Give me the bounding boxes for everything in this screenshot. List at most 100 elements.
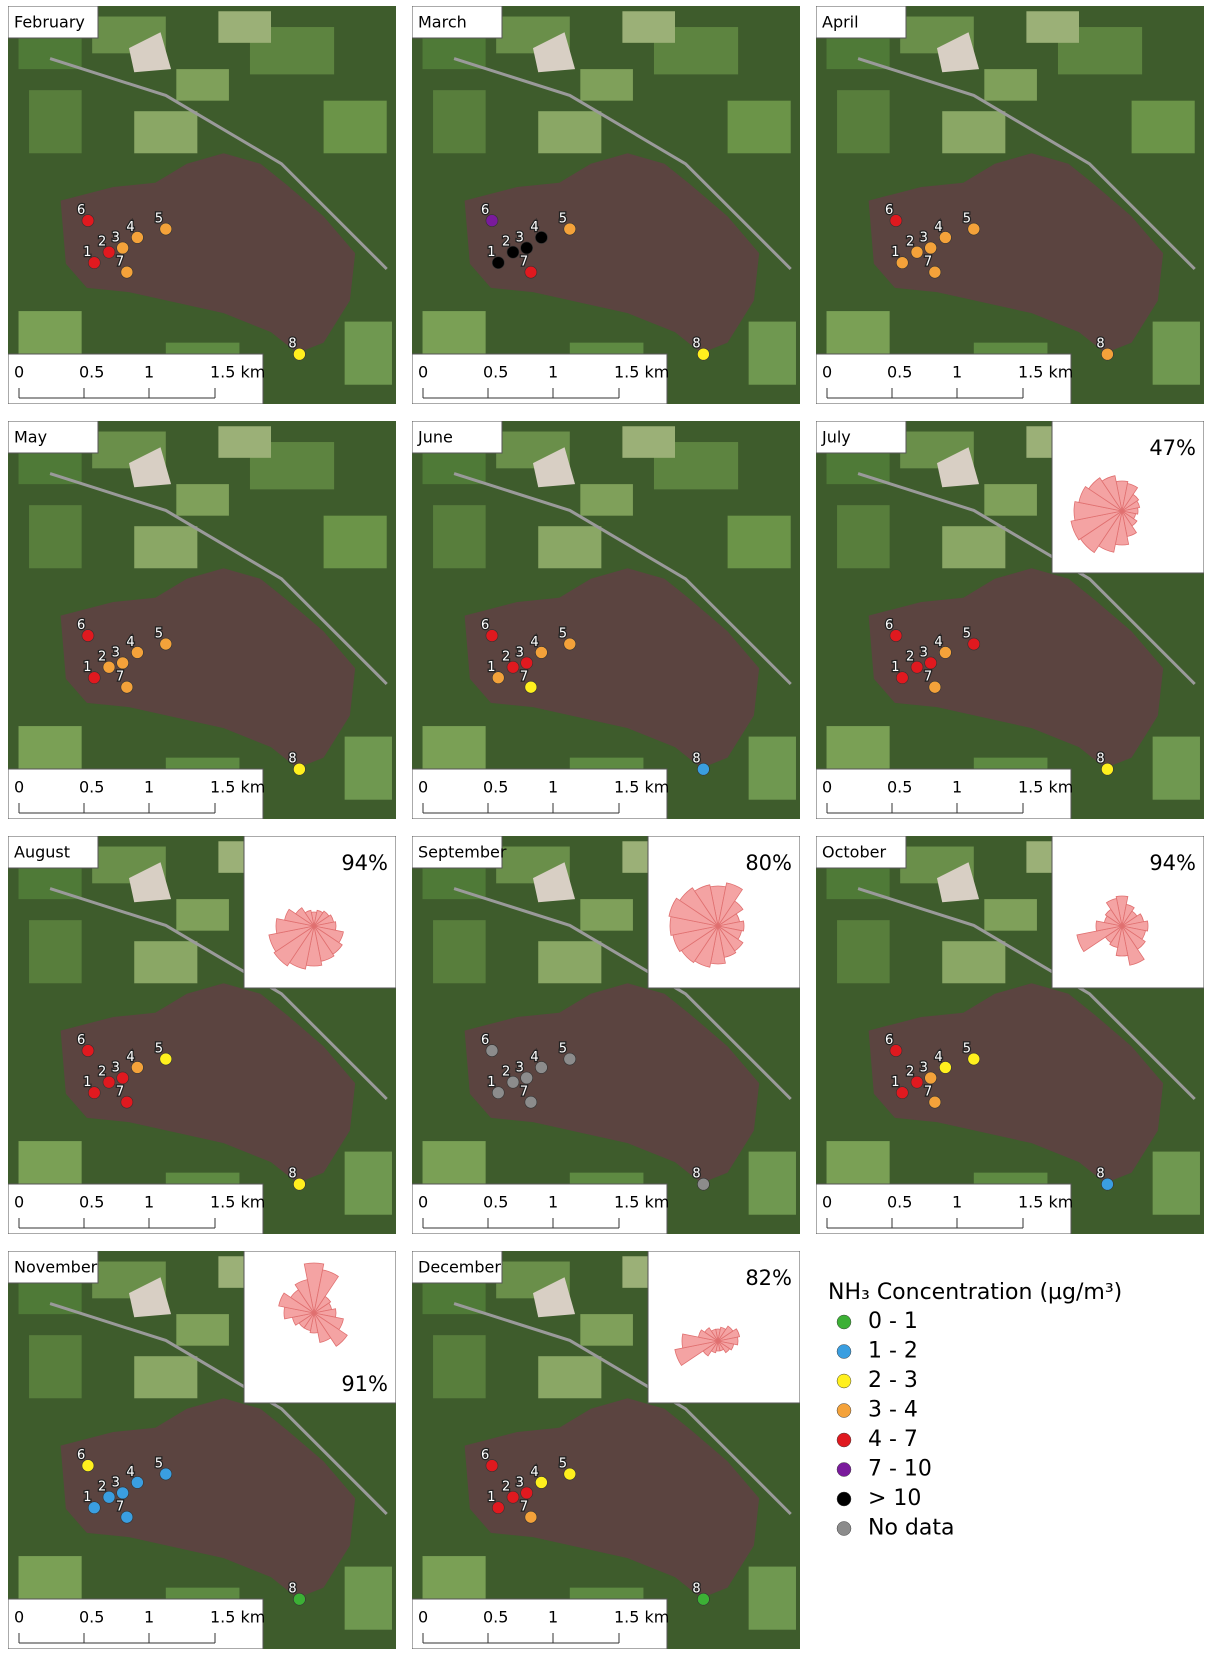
site-label: 3: [516, 645, 524, 660]
site-marker: [910, 245, 924, 259]
wind-rose-petal: [679, 887, 719, 927]
site-marker: [563, 1467, 577, 1481]
scale-box: [8, 1183, 264, 1234]
site-label: 4: [126, 1465, 134, 1480]
site-label: 4: [934, 220, 942, 235]
site-label: 5: [155, 1042, 163, 1057]
site-marker: [895, 256, 909, 269]
scale-label: 1: [548, 363, 558, 382]
site-marker: [87, 1501, 101, 1514]
scale-label: 1: [144, 1608, 154, 1627]
site-marker: [924, 1071, 937, 1085]
site-label: 5: [559, 212, 567, 227]
month-label: October: [822, 843, 886, 862]
field: [942, 111, 1006, 154]
field: [984, 484, 1037, 516]
scale-label: 0: [822, 1193, 832, 1212]
wind-rose-petal: [717, 900, 744, 927]
scale-box: [412, 1598, 668, 1649]
site-marker: [116, 241, 129, 255]
site-marker: [524, 1510, 538, 1524]
wind-rose-petal: [1073, 501, 1123, 521]
site-marker: [535, 646, 548, 659]
field: [622, 426, 675, 458]
scale-label: 1.5 km: [614, 778, 669, 797]
field: [748, 1566, 796, 1630]
scale-label: 1.5 km: [210, 778, 265, 797]
field: [580, 484, 633, 516]
road: [49, 472, 388, 686]
site-label: 6: [77, 618, 85, 633]
field: [433, 90, 486, 154]
site-marker: [102, 660, 116, 674]
site-marker: [895, 671, 909, 684]
wind-rose-petal: [268, 925, 315, 953]
month-box: [412, 6, 503, 39]
scale-label: 1.5 km: [1018, 363, 1073, 382]
wind-rose-petal: [1078, 486, 1123, 512]
site-marker: [491, 671, 505, 684]
wind-rose-petal: [1088, 477, 1123, 512]
site-marker: [159, 637, 173, 651]
site-label: 5: [559, 627, 567, 642]
site-marker: [485, 1044, 499, 1057]
site-marker: [697, 1592, 710, 1606]
field: [748, 1151, 796, 1215]
road: [857, 887, 1196, 1101]
site-marker: [520, 656, 533, 670]
field: [344, 736, 392, 800]
site-label: 1: [83, 660, 91, 675]
legend-swatch: [836, 1462, 852, 1477]
month-label: November: [14, 1258, 98, 1277]
scale-label: 1: [144, 778, 154, 797]
wind-rose-petal: [717, 1336, 739, 1346]
field: [176, 484, 229, 516]
wind-percent: 82%: [745, 1266, 792, 1290]
legend-swatch: [836, 1432, 852, 1448]
wind-rose-petal: [1121, 500, 1141, 512]
scale-label: 1.5 km: [614, 363, 669, 382]
wind-rose-petal: [1121, 507, 1139, 515]
scale-label: 1.5 km: [614, 1608, 669, 1627]
scale-label: 0.5: [79, 1193, 104, 1212]
site-marker: [120, 1095, 134, 1109]
site-marker: [485, 1459, 499, 1472]
quarry: [532, 447, 576, 488]
wind-rose-petal: [710, 1328, 719, 1342]
scale-box: [816, 353, 1072, 404]
month-box: [8, 6, 99, 39]
site-marker: [81, 214, 95, 227]
site-marker: [910, 660, 924, 674]
scale-box: [8, 353, 264, 404]
wind-rose-petal: [1070, 510, 1123, 541]
site-label: 1: [891, 1075, 899, 1090]
site-marker: [967, 637, 981, 651]
wind-rose-petal: [284, 908, 315, 927]
field: [580, 1314, 633, 1346]
site-label: 7: [924, 670, 932, 685]
legend-swatch: [836, 1373, 852, 1389]
site-marker: [524, 265, 538, 279]
quarry: [128, 447, 172, 488]
site-label: 7: [924, 255, 932, 270]
site-label: 4: [126, 220, 134, 235]
road: [49, 57, 388, 271]
site-label: 2: [906, 235, 914, 250]
scale-label: 0: [14, 1608, 24, 1627]
road: [857, 57, 1196, 271]
field: [1026, 11, 1079, 43]
site-label: 5: [963, 212, 971, 227]
site-label: 5: [963, 1042, 971, 1057]
site-marker: [102, 245, 116, 259]
month-box: [816, 6, 907, 39]
scale-label: 0: [14, 1193, 24, 1212]
site-label: 5: [963, 627, 971, 642]
wind-rose-petal: [313, 1295, 332, 1314]
site-marker: [697, 347, 710, 361]
site-marker: [928, 1095, 942, 1109]
field: [176, 69, 229, 101]
site-marker: [131, 231, 144, 244]
field: [344, 1566, 392, 1630]
road: [49, 887, 388, 1101]
